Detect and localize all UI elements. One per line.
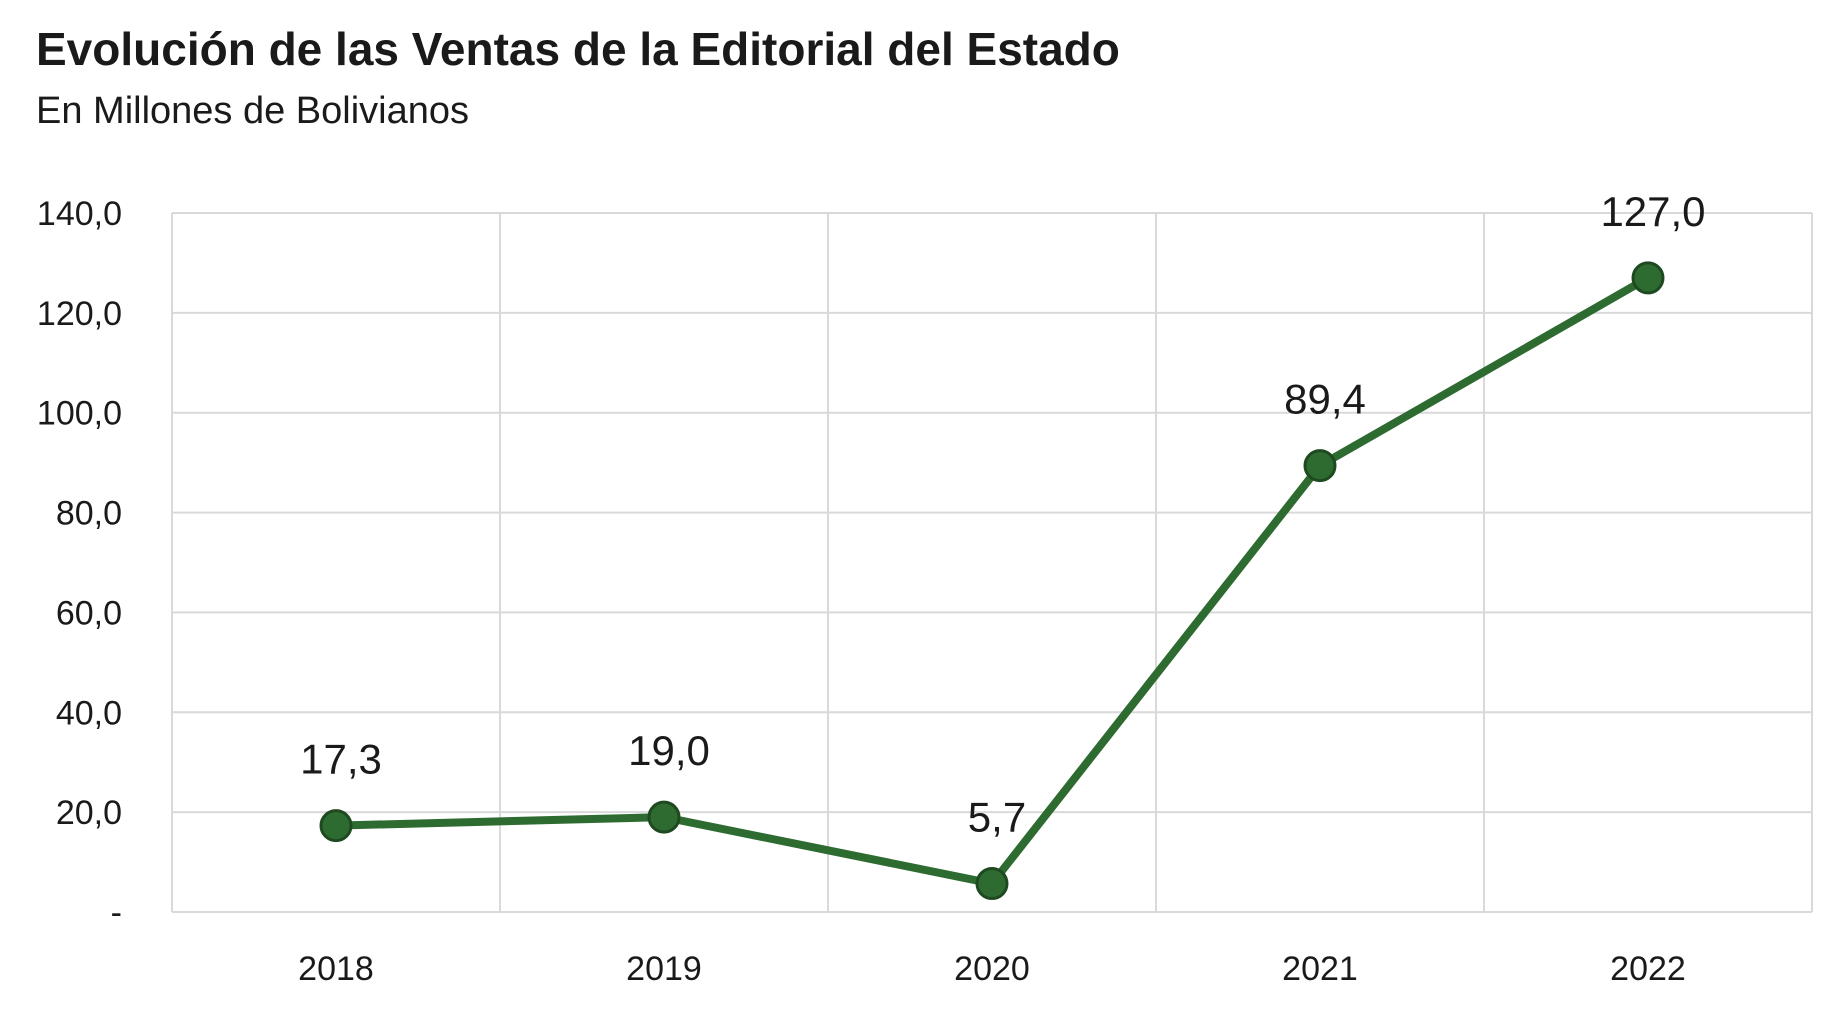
y-tick-label: - (111, 894, 122, 932)
series-layer (319, 261, 1665, 901)
chart-subtitle: En Millones de Bolivianos (36, 90, 470, 132)
y-tick-label: 40,0 (56, 694, 122, 732)
y-axis-tick-labels: - 20,0 40,0 60,0 80,0 100,0 120,0 140,0 (37, 195, 122, 932)
y-tick-label: 20,0 (56, 794, 122, 832)
y-tick-label: 140,0 (37, 195, 122, 233)
data-label: 127,0 (1600, 188, 1705, 235)
x-tick-label: 2020 (954, 950, 1030, 988)
data-point-marker (1303, 449, 1337, 483)
grid (171, 212, 1813, 913)
data-label: 17,3 (300, 736, 382, 783)
y-tick-label: 100,0 (37, 395, 122, 433)
y-tick-label: 60,0 (56, 594, 122, 632)
chart-title: Evolución de las Ventas de la Editorial … (36, 23, 1120, 75)
data-point-marker (319, 809, 353, 843)
data-label: 5,7 (968, 794, 1026, 841)
x-axis-tick-labels: 2018 2019 2020 2021 2022 (298, 950, 1686, 988)
data-label: 89,4 (1284, 376, 1366, 423)
data-point-marker (975, 867, 1009, 901)
x-tick-label: 2019 (626, 950, 702, 988)
y-tick-label: 80,0 (56, 495, 122, 533)
x-tick-label: 2021 (1282, 950, 1358, 988)
data-labels: 17,3 19,0 5,7 89,4 127,0 (300, 188, 1705, 841)
x-tick-label: 2018 (298, 950, 374, 988)
data-point-marker (647, 800, 681, 834)
y-tick-label: 120,0 (37, 295, 122, 333)
data-point-marker (1631, 261, 1665, 295)
data-label: 19,0 (628, 727, 710, 774)
x-tick-label: 2022 (1610, 950, 1686, 988)
